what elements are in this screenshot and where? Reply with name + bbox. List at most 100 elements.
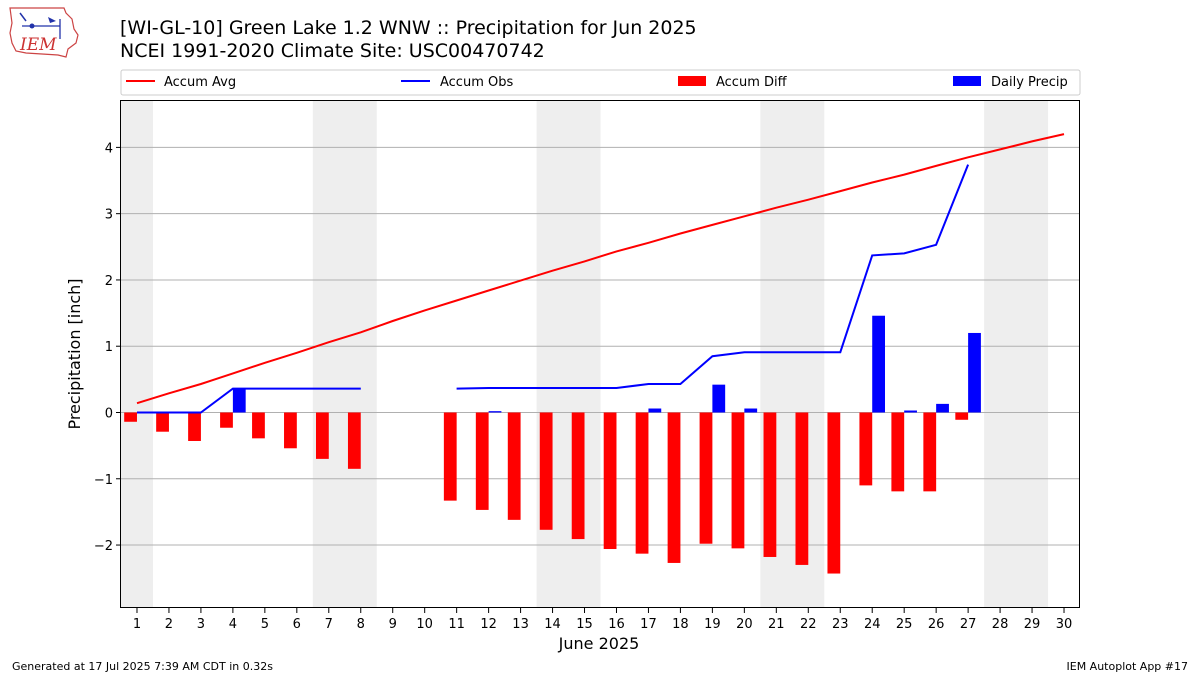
x-tick-label-30: 30 (1056, 617, 1073, 632)
daily-precip-bar-26 (936, 403, 949, 413)
bars (124, 315, 981, 574)
y-axis-label: Precipitation [inch] (65, 278, 84, 429)
legend-label-daily-precip: Daily Precip (991, 75, 1068, 90)
x-tick-label-23: 23 (832, 617, 849, 632)
plot-frame (120, 100, 1080, 608)
x-tick-label-10: 10 (416, 617, 433, 632)
legend-label-accum-avg: Accum Avg (164, 75, 236, 90)
x-tick-label-1: 1 (133, 617, 141, 632)
x-tick-label-26: 26 (928, 617, 945, 632)
chart-title: [WI-GL-10] Green Lake 1.2 WNW :: Precipi… (120, 17, 697, 39)
x-tick-label-15: 15 (576, 617, 593, 632)
x-tick-label-4: 4 (229, 617, 237, 632)
daily-precip-bar-12 (488, 411, 502, 413)
accum-diff-bar-11 (443, 412, 457, 501)
y-tick-label-4: 4 (105, 141, 113, 156)
accum-diff-bar-20 (731, 412, 745, 549)
x-tick-label-20: 20 (736, 617, 753, 632)
x-tick-label-17: 17 (640, 617, 657, 632)
x-tick-label-9: 9 (389, 617, 397, 632)
x-tick-label-14: 14 (544, 617, 561, 632)
x-axis-label: June 2025 (558, 634, 640, 653)
accum-diff-bar-12 (475, 412, 489, 510)
y-tick-label--2: −2 (94, 539, 113, 554)
accum-diff-bar-19 (699, 412, 713, 544)
x-tick-label-11: 11 (448, 617, 465, 632)
accum-diff-bar-4 (220, 412, 233, 428)
x-tick-label-28: 28 (992, 617, 1009, 632)
y-tick-label-0: 0 (105, 406, 113, 421)
accum-diff-bar-17 (635, 412, 649, 554)
accum-diff-bar-14 (539, 412, 553, 530)
weekend-shade-1 (312, 101, 377, 608)
x-tick-label-25: 25 (896, 617, 913, 632)
weekend-shade-4 (984, 101, 1049, 608)
accum-diff-bar-2 (156, 412, 169, 432)
daily-precip-bar-17 (648, 408, 662, 413)
daily-precip-bar-25 (904, 410, 917, 413)
accum-diff-bar-25 (891, 412, 905, 492)
accum-diff-bar-8 (347, 412, 361, 469)
iem-logo: IEM (9, 7, 79, 58)
accum-obs-line-segment-1 (456, 164, 970, 390)
accum-obs-line-segment-0 (137, 387, 361, 414)
lines (136, 133, 1065, 414)
footer-app-label: IEM Autoplot App #17 (1066, 660, 1189, 673)
daily-precip-bar-4 (232, 388, 246, 413)
daily-precip-bar-19 (712, 384, 726, 413)
accum-diff-bar-24 (859, 412, 873, 486)
x-tick-label-21: 21 (768, 617, 785, 632)
legend-box (120, 69, 1081, 96)
x-tick-label-5: 5 (261, 617, 269, 632)
accum-avg-line-segment-0 (136, 133, 1065, 405)
x-tick-label-22: 22 (800, 617, 817, 632)
x-tick-label-6: 6 (293, 617, 301, 632)
y-gridlines (121, 146, 1080, 546)
x-tick-label-19: 19 (704, 617, 721, 632)
daily-precip-bar-20 (744, 408, 758, 413)
accum-diff-bar-16 (603, 412, 617, 550)
x-tick-label-2: 2 (165, 617, 173, 632)
logo-text: IEM (19, 35, 57, 55)
x-tick-label-13: 13 (512, 617, 529, 632)
legend-swatch-daily-precip (953, 76, 981, 86)
weekend-shade-0 (121, 101, 153, 608)
y-tick-label--1: −1 (94, 473, 113, 488)
weekend-shading (121, 101, 1049, 608)
weekend-shade-2 (536, 101, 601, 608)
y-tick-label-1: 1 (105, 340, 113, 355)
accum-diff-bar-5 (252, 412, 265, 439)
accum-diff-bar-27 (955, 412, 969, 420)
accum-diff-bar-1 (124, 412, 137, 422)
x-tick-label-3: 3 (197, 617, 205, 632)
accum-diff-bar-18 (667, 412, 681, 563)
x-tick-label-7: 7 (325, 617, 333, 632)
accum-diff-bar-26 (923, 412, 937, 492)
x-tick-label-29: 29 (1024, 617, 1041, 632)
accum-diff-bar-22 (795, 412, 809, 565)
legend-label-accum-obs: Accum Obs (440, 75, 513, 90)
y-tick-label-2: 2 (105, 274, 113, 289)
x-tick-label-24: 24 (864, 617, 881, 632)
x-tick-label-8: 8 (357, 617, 365, 632)
x-tick-label-27: 27 (960, 617, 977, 632)
x-tick-label-18: 18 (672, 617, 689, 632)
daily-precip-bar-27 (968, 332, 981, 413)
chart-subtitle: NCEI 1991-2020 Climate Site: USC00470742 (120, 40, 545, 62)
accum-diff-bar-23 (827, 412, 841, 574)
legend-label-accum-diff: Accum Diff (716, 75, 788, 90)
accum-diff-bar-7 (315, 412, 329, 459)
daily-precip-bar-24 (872, 315, 886, 413)
accum-diff-bar-21 (763, 412, 777, 557)
y-tick-label-3: 3 (105, 208, 113, 223)
accum-diff-bar-6 (284, 412, 297, 449)
accum-diff-bar-3 (188, 412, 201, 441)
legend: Accum Avg Accum Obs Accum Diff Daily Pre… (120, 69, 1081, 96)
x-tick-label-12: 12 (480, 617, 497, 632)
footer-generated-text: Generated at 17 Jul 2025 7:39 AM CDT in … (12, 660, 273, 673)
x-tick-label-16: 16 (608, 617, 625, 632)
accum-diff-bar-15 (571, 412, 585, 540)
legend-swatch-accum-diff (678, 76, 706, 86)
